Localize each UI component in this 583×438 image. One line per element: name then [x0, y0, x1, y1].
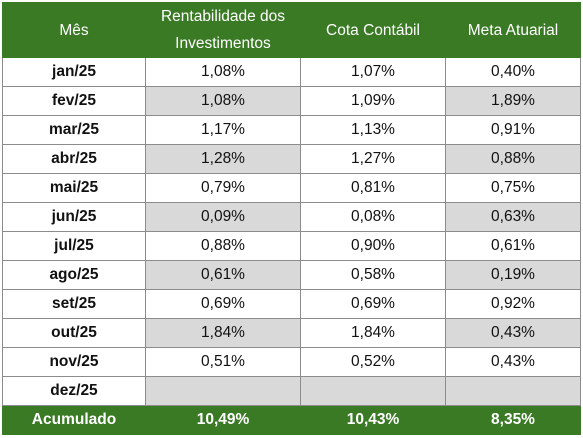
total-row: Acumulado 10,49% 10,43% 8,35%	[2, 405, 581, 435]
total-investment-return: 10,49%	[145, 405, 301, 435]
month-cell: fev/25	[2, 86, 146, 116]
table-row: jan/25 1,08% 1,07% 0,40%	[2, 57, 581, 87]
investment-return-cell: 0,61%	[145, 260, 301, 290]
table-row: abr/25 1,28% 1,27% 0,88%	[2, 144, 581, 174]
month-cell: jun/25	[2, 202, 146, 232]
table-row: set/25 0,69% 0,69% 0,92%	[2, 289, 581, 319]
investment-return-cell: 1,08%	[145, 86, 301, 116]
table-row: fev/25 1,08% 1,09% 1,89%	[2, 86, 581, 116]
actuarial-target-cell: 0,19%	[445, 260, 581, 290]
actuarial-target-cell: 0,61%	[445, 231, 581, 261]
investment-return-cell: 0,79%	[145, 173, 301, 203]
accounting-quota-cell: 1,07%	[300, 57, 446, 87]
actuarial-target-cell: 0,88%	[445, 144, 581, 174]
month-cell: nov/25	[2, 347, 146, 377]
accounting-quota-cell: 0,52%	[300, 347, 446, 377]
accounting-quota-cell: 0,08%	[300, 202, 446, 232]
month-cell: out/25	[2, 318, 146, 348]
investment-return-cell: 1,08%	[145, 57, 301, 87]
investment-return-cell: 0,09%	[145, 202, 301, 232]
accounting-quota-cell: 0,81%	[300, 173, 446, 203]
accounting-quota-cell: 1,13%	[300, 115, 446, 145]
accounting-quota-cell	[300, 376, 446, 406]
accounting-quota-cell: 0,69%	[300, 289, 446, 319]
month-cell: mar/25	[2, 115, 146, 145]
month-cell: jul/25	[2, 231, 146, 261]
actuarial-target-cell: 0,43%	[445, 318, 581, 348]
accounting-quota-cell: 0,58%	[300, 260, 446, 290]
month-cell: ago/25	[2, 260, 146, 290]
investment-return-cell: 1,28%	[145, 144, 301, 174]
table-row: jun/25 0,09% 0,08% 0,63%	[2, 202, 581, 232]
actuarial-target-cell: 0,43%	[445, 347, 581, 377]
accounting-quota-cell: 0,90%	[300, 231, 446, 261]
actuarial-target-cell: 0,40%	[445, 57, 581, 87]
month-cell: set/25	[2, 289, 146, 319]
header-investment-return: Rentabilidade dos Investimentos	[145, 2, 301, 58]
table-row: dez/25	[2, 376, 581, 406]
investment-return-cell: 1,17%	[145, 115, 301, 145]
header-month: Mês	[2, 2, 146, 58]
month-cell: mai/25	[2, 173, 146, 203]
actuarial-target-cell	[445, 376, 581, 406]
investment-return-cell: 0,51%	[145, 347, 301, 377]
accounting-quota-cell: 1,09%	[300, 86, 446, 116]
table-row: nov/25 0,51% 0,52% 0,43%	[2, 347, 581, 377]
table-row: out/25 1,84% 1,84% 0,43%	[2, 318, 581, 348]
month-cell: abr/25	[2, 144, 146, 174]
header-actuarial-target: Meta Atuarial	[445, 2, 581, 58]
total-accounting-quota: 10,43%	[300, 405, 446, 435]
header-accounting-quota: Cota Contábil	[300, 2, 446, 58]
table-row: mai/25 0,79% 0,81% 0,75%	[2, 173, 581, 203]
table-row: jul/25 0,88% 0,90% 0,61%	[2, 231, 581, 261]
investment-return-cell: 0,69%	[145, 289, 301, 319]
table-row: ago/25 0,61% 0,58% 0,19%	[2, 260, 581, 290]
actuarial-target-cell: 0,91%	[445, 115, 581, 145]
actuarial-target-cell: 0,92%	[445, 289, 581, 319]
table-row: mar/25 1,17% 1,13% 0,91%	[2, 115, 581, 145]
total-actuarial-target: 8,35%	[445, 405, 581, 435]
actuarial-target-cell: 0,63%	[445, 202, 581, 232]
actuarial-target-cell: 1,89%	[445, 86, 581, 116]
investment-return-cell	[145, 376, 301, 406]
month-cell: dez/25	[2, 376, 146, 406]
accounting-quota-cell: 1,27%	[300, 144, 446, 174]
total-label: Acumulado	[2, 405, 146, 435]
accounting-quota-cell: 1,84%	[300, 318, 446, 348]
actuarial-target-cell: 0,75%	[445, 173, 581, 203]
header-row: Mês Rentabilidade dos Investimentos Cota…	[2, 2, 581, 58]
investment-return-cell: 1,84%	[145, 318, 301, 348]
month-cell: jan/25	[2, 57, 146, 87]
investment-return-cell: 0,88%	[145, 231, 301, 261]
